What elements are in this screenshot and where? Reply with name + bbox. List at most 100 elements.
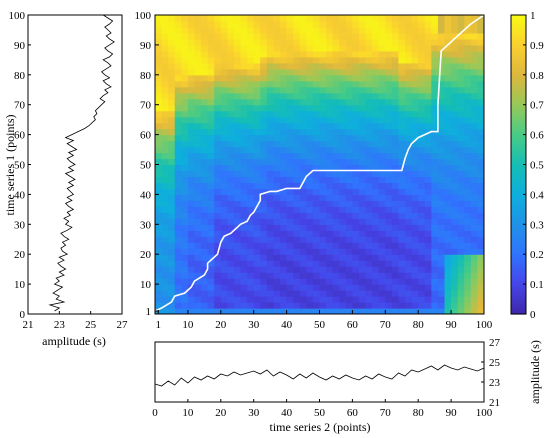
heatmap-cell bbox=[260, 284, 268, 291]
heatmap-cell bbox=[220, 92, 228, 100]
heatmap-cell bbox=[286, 158, 294, 166]
heatmap-cell bbox=[286, 104, 294, 112]
heatmap-cell bbox=[372, 188, 380, 195]
heatmap-cell bbox=[411, 272, 419, 279]
heatmap-cell bbox=[319, 86, 327, 94]
heatmap-cell bbox=[260, 134, 268, 142]
heatmap-cell bbox=[260, 194, 268, 201]
heatmap-x-tick-label: 30 bbox=[248, 319, 260, 331]
heatmap-cell bbox=[280, 15, 288, 22]
heatmap-cell bbox=[227, 38, 235, 46]
heatmap-cell bbox=[253, 224, 261, 231]
heatmap-cell bbox=[385, 176, 393, 184]
heatmap-cell bbox=[332, 74, 340, 82]
heatmap-cell bbox=[253, 206, 261, 213]
heatmap-cell bbox=[220, 164, 228, 172]
heatmap-cell bbox=[280, 104, 288, 112]
heatmap-cell bbox=[240, 122, 248, 130]
bottom-x-tick-label: 90 bbox=[446, 407, 458, 419]
heatmap-cell bbox=[372, 170, 380, 178]
heatmap-cell bbox=[464, 254, 472, 261]
heatmap-cell bbox=[187, 260, 196, 267]
heatmap-cell bbox=[286, 290, 294, 297]
heatmap-cell bbox=[391, 182, 400, 190]
heatmap-cell bbox=[444, 164, 452, 172]
heatmap-cell bbox=[280, 236, 288, 243]
heatmap-cell bbox=[365, 152, 373, 160]
heatmap-cell bbox=[247, 284, 255, 291]
heatmap-cell bbox=[299, 122, 307, 130]
heatmap-cell bbox=[187, 176, 196, 184]
heatmap-cell bbox=[240, 128, 248, 136]
heatmap-cell bbox=[405, 242, 413, 249]
heatmap-cell bbox=[220, 44, 228, 52]
heatmap-cell bbox=[220, 272, 228, 279]
heatmap-cell bbox=[286, 26, 294, 34]
heatmap-cell bbox=[181, 32, 189, 40]
bottom-y-tick-label: 23 bbox=[489, 377, 501, 389]
heatmap-cell bbox=[365, 56, 373, 64]
heatmap-cell bbox=[286, 248, 294, 255]
heatmap-cell bbox=[155, 158, 163, 166]
heatmap-cell bbox=[405, 26, 413, 34]
heatmap-cell bbox=[332, 224, 340, 231]
heatmap-cell bbox=[168, 218, 176, 225]
heatmap-cell bbox=[220, 104, 228, 112]
heatmap-y-tick-label: 100 bbox=[135, 10, 152, 22]
heatmap-cell bbox=[339, 212, 347, 219]
heatmap-cell bbox=[352, 92, 360, 100]
heatmap-cell bbox=[161, 134, 169, 142]
heatmap-cell bbox=[444, 146, 452, 154]
heatmap-cell bbox=[470, 26, 479, 34]
heatmap-cell bbox=[214, 44, 222, 52]
heatmap-cell bbox=[312, 128, 321, 136]
heatmap-cell bbox=[306, 272, 314, 279]
heatmap-cell bbox=[352, 224, 360, 231]
heatmap-cell bbox=[411, 164, 419, 172]
heatmap-cell bbox=[207, 44, 215, 52]
heatmap-cell bbox=[155, 38, 163, 46]
heatmap-cell bbox=[253, 194, 261, 201]
colorbar-segment bbox=[511, 173, 526, 178]
heatmap-cell bbox=[233, 80, 242, 88]
heatmap-cell bbox=[312, 278, 321, 285]
heatmap-cell bbox=[398, 254, 406, 261]
heatmap-cell bbox=[161, 50, 169, 58]
heatmap-cell bbox=[293, 290, 301, 297]
heatmap-cell bbox=[345, 98, 353, 106]
heatmap-cell bbox=[385, 200, 393, 207]
heatmap-cell bbox=[385, 254, 393, 261]
heatmap-cell bbox=[451, 152, 459, 160]
heatmap-cell bbox=[240, 38, 248, 46]
heatmap-cell bbox=[168, 236, 176, 243]
heatmap-cell bbox=[286, 164, 294, 172]
heatmap-cell bbox=[470, 32, 479, 40]
heatmap-cell bbox=[477, 308, 484, 314]
heatmap-cell bbox=[293, 32, 301, 40]
heatmap-cell bbox=[253, 20, 261, 28]
heatmap-cell bbox=[201, 254, 209, 261]
heatmap-cell bbox=[332, 308, 340, 314]
heatmap-cell bbox=[431, 26, 439, 34]
heatmap-cell bbox=[398, 116, 406, 124]
heatmap-cell bbox=[464, 170, 472, 178]
heatmap-cell bbox=[391, 80, 400, 88]
heatmap-cell bbox=[477, 176, 484, 184]
heatmap-cell bbox=[398, 62, 406, 70]
heatmap-cell bbox=[214, 74, 222, 82]
heatmap-cell bbox=[352, 38, 360, 46]
heatmap-cell bbox=[161, 212, 169, 219]
heatmap-cell bbox=[345, 20, 353, 28]
colorbar-segment bbox=[511, 305, 526, 309]
heatmap-cell bbox=[247, 128, 255, 136]
heatmap-cell bbox=[266, 230, 275, 237]
heatmap-cell bbox=[372, 254, 380, 261]
heatmap-cell bbox=[286, 308, 294, 314]
heatmap-cell bbox=[444, 296, 452, 303]
heatmap-cell bbox=[378, 152, 386, 160]
heatmap-cell bbox=[339, 224, 347, 231]
heatmap-cell bbox=[405, 128, 413, 136]
heatmap-cell bbox=[437, 176, 446, 184]
heatmap-cell bbox=[464, 38, 472, 46]
